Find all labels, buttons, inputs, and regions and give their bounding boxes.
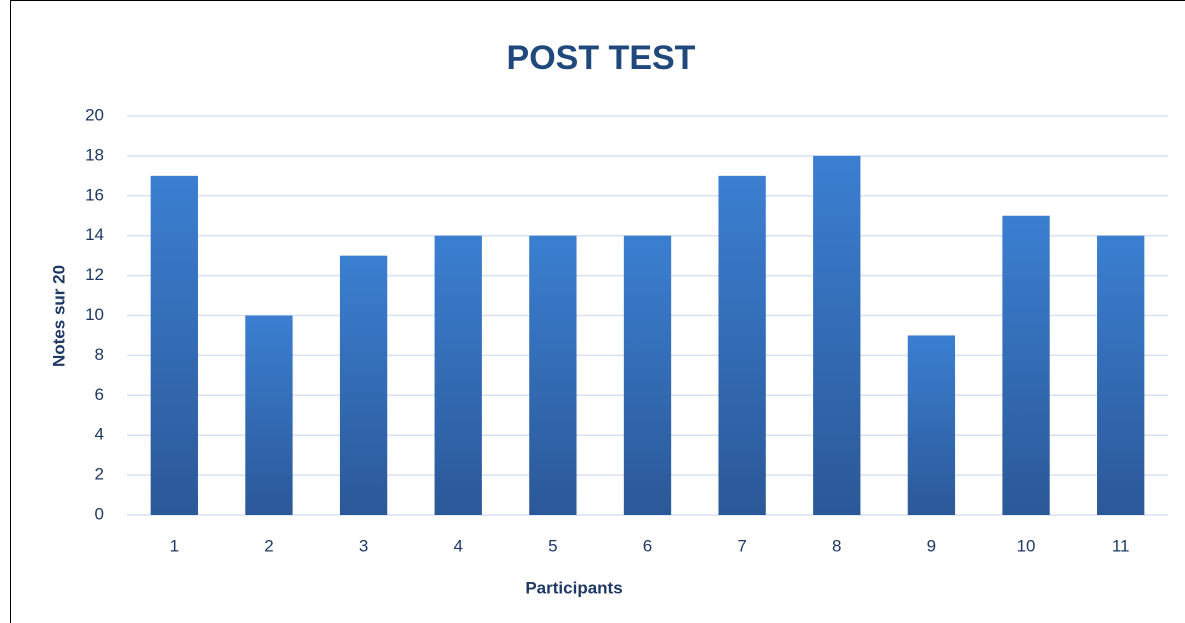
x-tick-label: 3 — [359, 536, 368, 555]
x-tick-label: 5 — [548, 536, 557, 555]
bar — [150, 175, 198, 515]
y-axis-label: Notes sur 20 — [49, 265, 68, 367]
bar — [434, 235, 482, 515]
chart-title: POST TEST — [507, 39, 696, 77]
bar — [623, 235, 672, 515]
y-tick-label: 14 — [85, 225, 104, 244]
x-axis-label: Participants — [525, 578, 622, 597]
y-tick-label: 10 — [85, 305, 104, 324]
bar — [339, 255, 388, 515]
bar — [718, 175, 766, 515]
bar — [907, 335, 956, 515]
y-tick-label: 6 — [95, 385, 104, 404]
bar — [529, 235, 577, 515]
y-tick-label: 8 — [95, 345, 104, 364]
y-tick-label: 4 — [95, 425, 104, 444]
x-tick-label: 9 — [927, 536, 936, 555]
x-tick-label: 8 — [832, 536, 841, 555]
bar — [1097, 235, 1145, 515]
y-tick-label: 20 — [85, 105, 104, 124]
bar — [1002, 215, 1050, 515]
y-tick-label: 18 — [85, 145, 104, 164]
bar — [245, 315, 293, 515]
x-tick-label: 11 — [1112, 536, 1130, 555]
y-tick-label: 12 — [85, 265, 104, 284]
x-tick-label: 6 — [643, 536, 652, 555]
y-tick-label: 0 — [95, 504, 104, 523]
x-tick-label: 7 — [737, 536, 746, 555]
x-tick-label: 2 — [264, 536, 273, 555]
x-tick-label: 10 — [1017, 536, 1036, 555]
x-tick-label: 1 — [170, 536, 179, 555]
y-tick-label: 2 — [95, 465, 104, 484]
chart-frame — [10, 0, 1185, 623]
bar — [813, 155, 861, 515]
x-tick-label: 4 — [453, 536, 462, 555]
y-tick-label: 16 — [85, 185, 104, 204]
